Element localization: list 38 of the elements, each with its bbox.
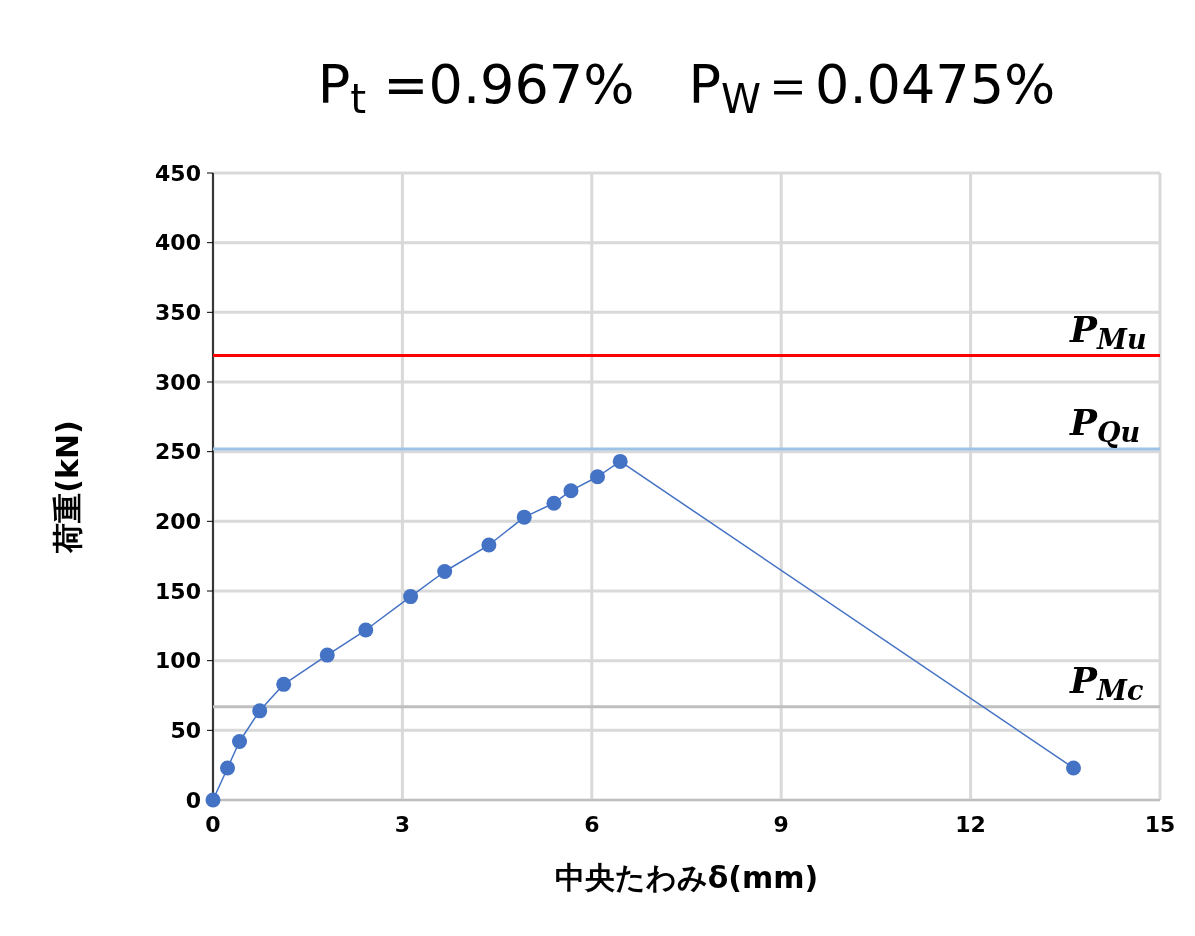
- point: [276, 676, 292, 692]
- x-tick-label: 6: [584, 812, 600, 837]
- x-tick-label: 3: [394, 812, 411, 837]
- point: [220, 760, 236, 776]
- point: [232, 733, 248, 749]
- x-tick-label: 0: [205, 812, 221, 837]
- point: [1066, 760, 1082, 776]
- y-tick-label: 150: [155, 578, 201, 604]
- y-tick-label: 50: [170, 718, 201, 744]
- chart-title: P$_{t}$ =0.967% P$_{W}$＝0.0475%: [317, 53, 1056, 124]
- y-tick-label: 400: [155, 230, 201, 256]
- y-tick-label: 250: [155, 439, 201, 465]
- ref-line-label: P$_{Mu}$: [1069, 307, 1147, 355]
- y-tick-label: 200: [155, 509, 201, 535]
- x-axis-title: 中央たわみδ(mm): [554, 860, 819, 895]
- y-tick-label: 100: [155, 648, 201, 674]
- point: [205, 792, 221, 808]
- x-tick-label: 15: [1144, 812, 1176, 837]
- y-tick-label: 350: [155, 300, 201, 326]
- y-axis-title: 荷重(kN): [50, 420, 85, 554]
- point: [252, 703, 268, 719]
- point: [563, 483, 579, 499]
- ref-line-label: P$_{Mc}$: [1069, 658, 1144, 706]
- point: [612, 453, 628, 469]
- x-tick-label: 12: [955, 812, 986, 837]
- point: [319, 647, 335, 663]
- y-tick-label: 450: [155, 160, 201, 186]
- y-tick-label: 300: [155, 369, 201, 395]
- ref-line-label: P$_{Qu}$: [1069, 400, 1141, 448]
- point: [403, 589, 419, 605]
- point: [437, 563, 453, 579]
- y-tick-label: 0: [185, 787, 201, 813]
- x-tick-label: 9: [773, 812, 789, 837]
- point: [546, 495, 562, 511]
- point: [481, 537, 497, 553]
- point: [589, 469, 605, 485]
- point: [358, 622, 374, 638]
- point: [516, 509, 532, 525]
